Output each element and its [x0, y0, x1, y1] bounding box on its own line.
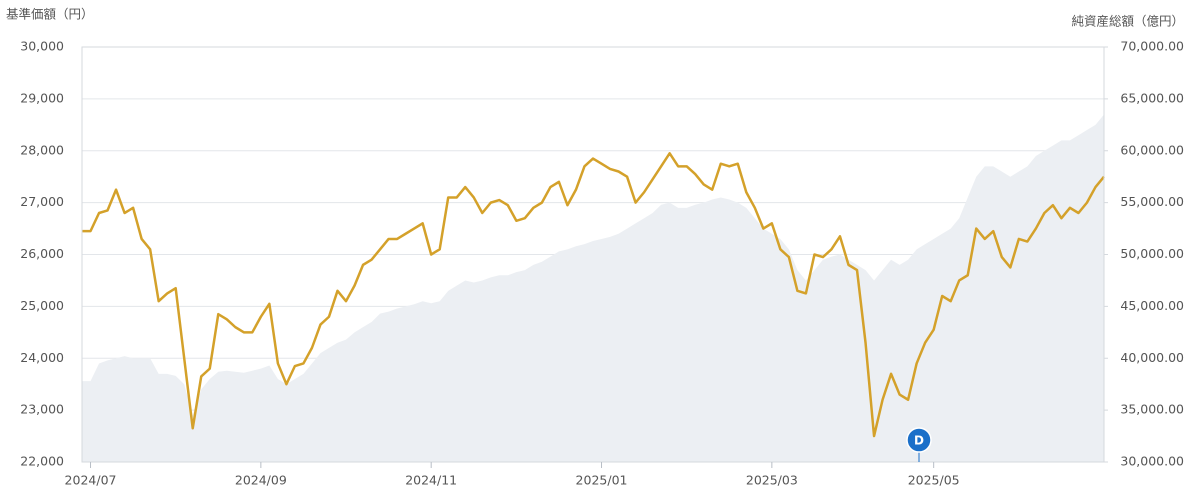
x-tick-label: 2025/05	[908, 473, 960, 488]
y2-axis-title: 純資産総額（億円）	[1071, 14, 1184, 29]
y2-tick-label: 55,000.00	[1120, 194, 1184, 209]
y2-tick-label: 30,000.00	[1120, 454, 1184, 469]
y2-tick-label: 70,000.00	[1120, 39, 1184, 54]
y2-tick-label: 60,000.00	[1120, 142, 1184, 157]
dividend-marker[interactable]	[906, 427, 932, 453]
y-tick-label: 26,000	[20, 246, 64, 261]
line	[82, 152, 1105, 438]
x-tick-label: 2025/03	[746, 473, 798, 488]
y-tick-label: 29,000	[20, 90, 64, 105]
y-axis-title: 基準価額（円）	[6, 7, 94, 22]
x-tick-label: 2024/07	[65, 473, 117, 488]
x-tick-label: 2024/11	[405, 473, 457, 488]
y2-tick-label: 50,000.00	[1120, 246, 1184, 261]
y-tick-label: 24,000	[20, 350, 64, 365]
y-tick-label: 27,000	[20, 194, 64, 209]
y2-tick-label: 45,000.00	[1120, 298, 1184, 313]
y2-tick-label: 65,000.00	[1120, 90, 1184, 105]
y-tick-label: 30,000	[20, 39, 64, 54]
y-tick-label: 22,000	[20, 454, 64, 469]
y-tick-label: 25,000	[20, 298, 64, 313]
x-tick-label: 2025/01	[576, 473, 628, 488]
plot-area	[82, 46, 1105, 463]
y2-tick-label: 40,000.00	[1120, 350, 1184, 365]
y2-tick-label: 35,000.00	[1120, 402, 1184, 417]
dividend-marker-label: D	[914, 434, 924, 448]
x-tick-label: 2024/09	[235, 473, 287, 488]
y-tick-label: 28,000	[20, 142, 64, 157]
area	[82, 114, 1104, 462]
y-tick-label: 23,000	[20, 402, 64, 417]
